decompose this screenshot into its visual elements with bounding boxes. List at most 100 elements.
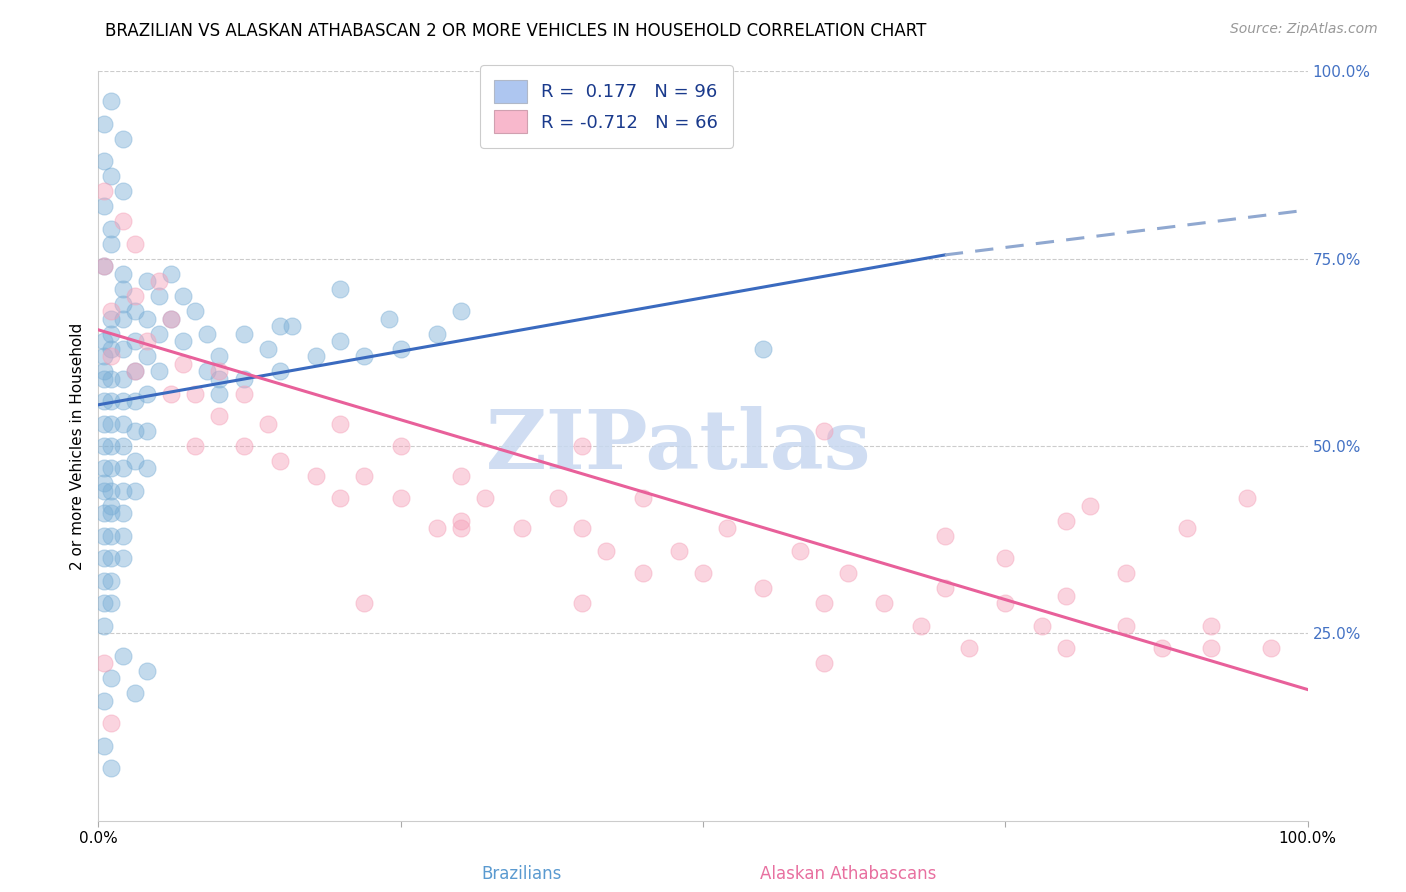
Point [208, 371, 231, 385]
Point [813, 657, 835, 671]
Point [148, 326, 170, 341]
Point [93, 371, 115, 385]
Point [148, 364, 170, 378]
Point [111, 267, 134, 281]
Point [571, 439, 593, 453]
Point [160, 267, 183, 281]
Point [1115, 566, 1137, 581]
Point [124, 304, 146, 318]
Point [256, 417, 278, 431]
Point [93, 439, 115, 453]
Point [813, 596, 835, 610]
Point [100, 761, 122, 775]
Point [232, 326, 254, 341]
Point [232, 386, 254, 401]
Point [124, 483, 146, 498]
Point [426, 326, 449, 341]
Point [1054, 514, 1077, 528]
Point [426, 521, 449, 535]
Point [510, 521, 533, 535]
Point [100, 716, 122, 731]
Point [957, 641, 980, 656]
Point [450, 469, 472, 483]
Point [100, 326, 122, 341]
Point [281, 319, 304, 334]
Point [111, 529, 134, 543]
Point [111, 394, 134, 409]
Point [172, 289, 194, 303]
Point [631, 491, 654, 506]
Point [910, 619, 932, 633]
Point [269, 364, 291, 378]
Point [124, 394, 146, 409]
Point [450, 304, 472, 318]
Point [93, 694, 115, 708]
Point [124, 424, 146, 438]
Point [100, 551, 122, 566]
Point [994, 551, 1017, 566]
Point [135, 274, 157, 288]
Point [100, 417, 122, 431]
Point [256, 342, 278, 356]
Point [135, 424, 157, 438]
Point [93, 551, 115, 566]
Point [353, 469, 375, 483]
Point [124, 289, 146, 303]
Point [305, 349, 328, 363]
Point [111, 214, 134, 228]
Point [837, 566, 859, 581]
Point [873, 596, 896, 610]
Point [100, 394, 122, 409]
Point [93, 259, 115, 273]
Point [450, 521, 472, 535]
Point [111, 417, 134, 431]
Text: Brazilians: Brazilians [481, 865, 562, 883]
Point [100, 236, 122, 251]
Point [135, 349, 157, 363]
Point [135, 664, 157, 678]
Point [329, 491, 352, 506]
Point [93, 596, 115, 610]
Point [124, 454, 146, 468]
Point [571, 521, 593, 535]
Point [994, 596, 1017, 610]
Point [111, 461, 134, 475]
Legend: R =  0.177   N = 96, R = -0.712   N = 66: R = 0.177 N = 96, R = -0.712 N = 66 [479, 65, 733, 148]
Point [100, 371, 122, 385]
Point [100, 671, 122, 685]
Point [160, 386, 183, 401]
Point [111, 296, 134, 310]
Point [100, 461, 122, 475]
Point [93, 657, 115, 671]
Point [1260, 641, 1282, 656]
Point [148, 274, 170, 288]
Point [450, 514, 472, 528]
Point [329, 334, 352, 348]
Point [111, 439, 134, 453]
Point [111, 342, 134, 356]
Point [93, 417, 115, 431]
Point [111, 132, 134, 146]
Point [1054, 641, 1077, 656]
Point [184, 304, 207, 318]
Point [389, 342, 412, 356]
Point [100, 342, 122, 356]
Point [716, 521, 738, 535]
Point [195, 364, 218, 378]
Point [111, 184, 134, 198]
Point [93, 739, 115, 753]
Point [377, 311, 399, 326]
Point [93, 334, 115, 348]
Point [752, 582, 775, 596]
Point [305, 469, 328, 483]
Point [124, 364, 146, 378]
Point [208, 386, 231, 401]
Point [1031, 619, 1053, 633]
Point [93, 483, 115, 498]
Point [93, 394, 115, 409]
Point [100, 483, 122, 498]
Text: BRAZILIAN VS ALASKAN ATHABASCAN 2 OR MORE VEHICLES IN HOUSEHOLD CORRELATION CHAR: BRAZILIAN VS ALASKAN ATHABASCAN 2 OR MOR… [105, 22, 927, 40]
Point [100, 221, 122, 235]
Point [1199, 641, 1222, 656]
Point [135, 334, 157, 348]
